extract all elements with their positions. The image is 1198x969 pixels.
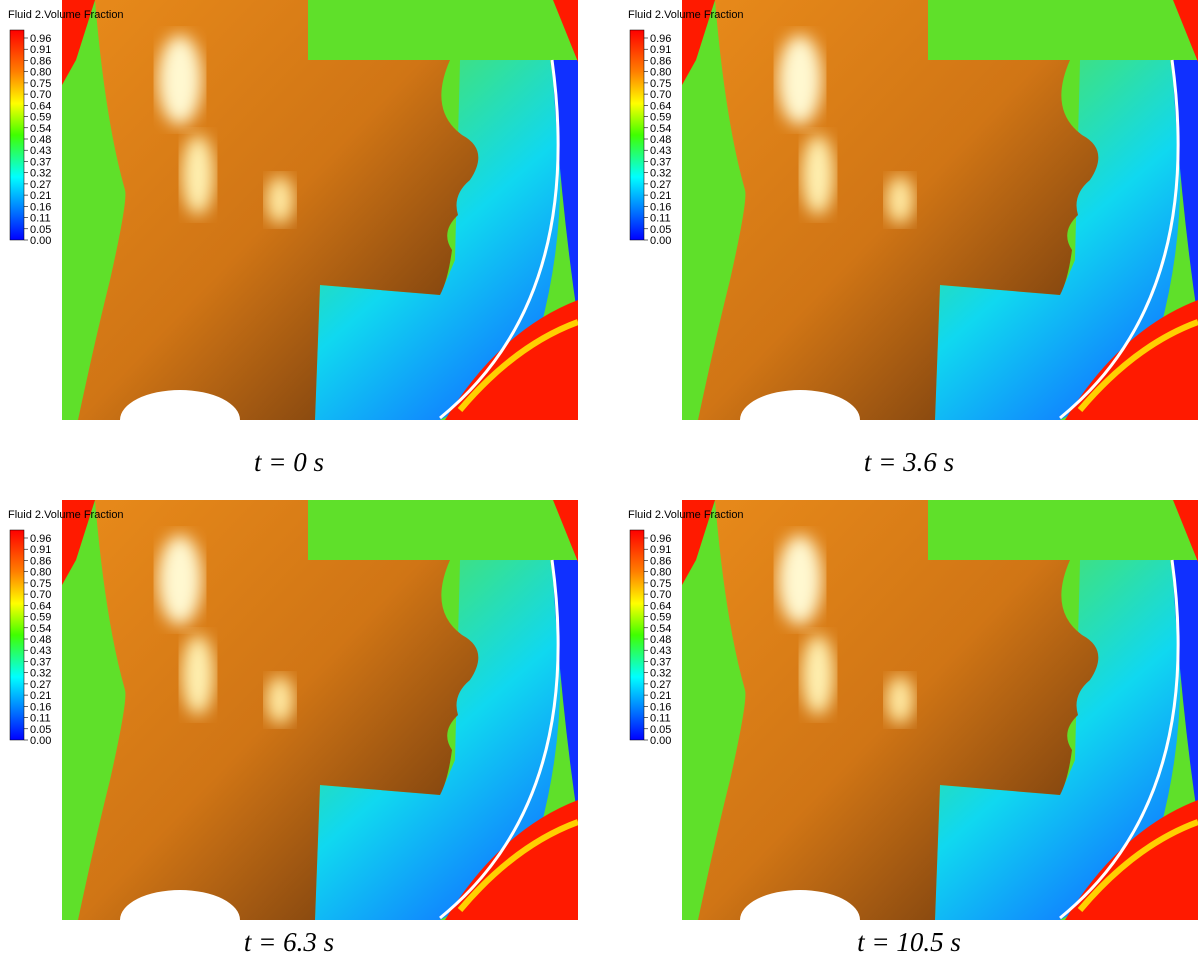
colorbar-label: 0.43 [650,645,671,657]
colorbar-label: 0.54 [30,123,51,135]
simulation-field [682,0,1198,420]
colorbar-label: 0.00 [30,735,51,747]
simulation-panel: Fluid 2.Volume Fraction0.960.910.860.800… [0,500,578,920]
colorbar-label: 0.54 [30,623,51,635]
colorbar [630,30,644,240]
colorbar-label: 0.86 [30,55,51,67]
colorbar-label: 0.16 [30,701,51,713]
colorbar-label: 0.75 [650,78,671,90]
colorbar-label: 0.11 [30,713,51,725]
colorbar-label: 0.91 [30,44,51,56]
legend-title: Fluid 2.Volume Fraction [628,9,744,21]
colorbar-label: 0.21 [650,190,671,202]
colorbar-label: 0.91 [30,544,51,556]
colorbar-label: 0.96 [650,533,671,545]
simulation-panel: Fluid 2.Volume Fraction0.960.910.860.800… [620,0,1198,420]
colorbar-label: 0.80 [650,567,671,579]
colorbar-label: 0.27 [650,179,671,191]
colorbar-label: 0.37 [30,656,51,668]
colorbar-label: 0.91 [650,44,671,56]
colorbar-label: 0.05 [30,224,51,236]
colorbar-label: 0.75 [30,78,51,90]
colorbar-label: 0.59 [650,112,671,124]
colorbar-label: 0.54 [650,623,671,635]
colorbar-label: 0.75 [650,578,671,590]
colorbar-label: 0.59 [30,612,51,624]
colorbar-label: 0.16 [30,201,51,213]
simulation-field [62,0,578,420]
colorbar-label: 0.64 [650,600,671,612]
colorbar [10,30,24,240]
colorbar-label: 0.43 [30,645,51,657]
colorbar-label: 0.96 [30,33,51,45]
colorbar-label: 0.21 [30,190,51,202]
colorbar-label: 0.11 [30,213,51,225]
simulation-panel: Fluid 2.Volume Fraction0.960.910.860.800… [0,0,578,420]
colorbar-label: 0.37 [30,156,51,168]
colorbar-label: 0.16 [650,701,671,713]
colorbar-label: 0.27 [30,179,51,191]
colorbar-label: 0.32 [30,668,51,680]
colorbar-label: 0.86 [650,55,671,67]
colorbar-label: 0.27 [650,679,671,691]
colorbar-label: 0.27 [30,679,51,691]
colorbar-label: 0.48 [650,634,671,646]
legend-title: Fluid 2.Volume Fraction [8,9,124,21]
colorbar-label: 0.05 [30,724,51,736]
colorbar-label: 0.96 [650,33,671,45]
colorbar-label: 0.70 [650,589,671,601]
colorbar-label: 0.37 [650,656,671,668]
colorbar-label: 0.32 [650,168,671,180]
colorbar-label: 0.37 [650,156,671,168]
colorbar-label: 0.80 [30,67,51,79]
colorbar-label: 0.80 [30,567,51,579]
colorbar-label: 0.11 [650,213,671,225]
time-caption: t = 0 s [0,447,578,478]
colorbar-label: 0.00 [30,235,51,247]
colorbar-label: 0.16 [650,201,671,213]
colorbar-label: 0.43 [650,145,671,157]
colorbar-label: 0.21 [650,690,671,702]
colorbar-label: 0.48 [30,634,51,646]
colorbar-label: 0.91 [650,544,671,556]
colorbar-label: 0.00 [650,735,671,747]
simulation-panel: Fluid 2.Volume Fraction0.960.910.860.800… [620,500,1198,920]
colorbar-label: 0.05 [650,224,671,236]
colorbar-label: 0.64 [30,600,51,612]
colorbar-label: 0.48 [650,134,671,146]
colorbar-label: 0.32 [650,668,671,680]
time-caption: t = 10.5 s [620,927,1198,958]
time-caption: t = 3.6 s [620,447,1198,478]
colorbar-label: 0.64 [650,100,671,112]
colorbar-label: 0.70 [30,589,51,601]
legend-title: Fluid 2.Volume Fraction [628,509,744,521]
colorbar-label: 0.59 [650,612,671,624]
simulation-field [62,500,578,920]
simulation-field [682,500,1198,920]
colorbar-label: 0.75 [30,578,51,590]
colorbar-label: 0.64 [30,100,51,112]
colorbar-label: 0.11 [650,713,671,725]
colorbar-label: 0.00 [650,235,671,247]
colorbar-label: 0.86 [30,555,51,567]
time-caption: t = 6.3 s [0,927,578,958]
legend-title: Fluid 2.Volume Fraction [8,509,124,521]
colorbar [10,530,24,740]
colorbar-label: 0.54 [650,123,671,135]
colorbar-label: 0.43 [30,145,51,157]
colorbar-label: 0.86 [650,555,671,567]
colorbar-label: 0.70 [650,89,671,101]
figure: Fluid 2.Volume Fraction0.960.910.860.800… [0,0,1198,969]
colorbar-label: 0.70 [30,89,51,101]
colorbar-label: 0.48 [30,134,51,146]
colorbar-label: 0.21 [30,690,51,702]
colorbar-label: 0.80 [650,67,671,79]
colorbar-label: 0.05 [650,724,671,736]
colorbar-label: 0.96 [30,533,51,545]
colorbar-label: 0.59 [30,112,51,124]
colorbar-label: 0.32 [30,168,51,180]
colorbar [630,530,644,740]
